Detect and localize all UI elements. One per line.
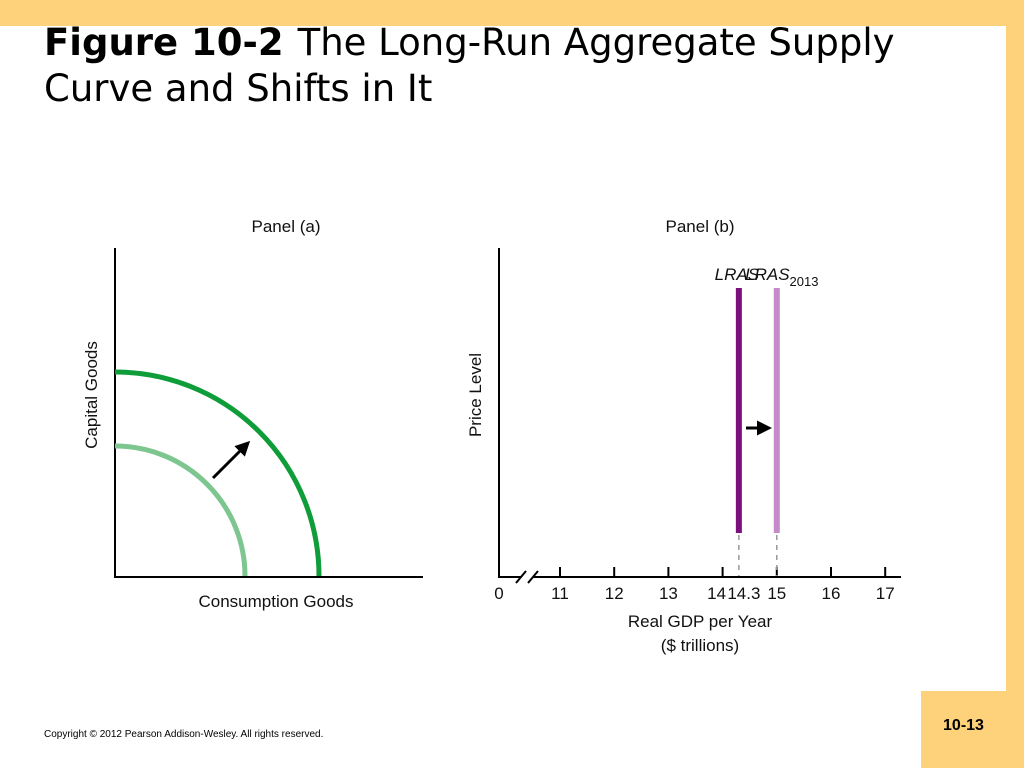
slide-title: Figure 10-2 The Long-Run Aggregate Supply… [44,20,994,112]
x-tick-label: 17 [876,584,895,603]
x-tick-label: 11 [551,584,569,603]
panel-b-y-label: Price Level [466,353,485,437]
x-tick-label: 12 [605,584,624,603]
panel-a-y-label: Capital Goods [82,341,101,449]
x-tick-label: 13 [659,584,678,603]
x-tick-label: 16 [822,584,841,603]
panel-b-x-label: Real GDP per Year [628,612,773,631]
axis-break-mark-right [527,570,539,584]
figure-label: Figure 10-2 [44,21,284,64]
panel-a-x-label: Consumption Goods [199,592,354,611]
panel-a-title: Panel (a) [252,217,321,236]
x-tick-label: 0 [494,584,503,603]
copyright-text: Copyright © 2012 Pearson Addison-Wesley.… [44,729,324,740]
panel-b-x-unit: ($ trillions) [661,636,739,655]
x-tick-label: 14 [707,584,726,603]
outward-shift-arrow [211,440,251,480]
axis-break-mark-left [515,570,527,584]
slide [0,26,1006,768]
panel-b-x-ticks: 0 11 12 13 14 14.3 15 16 17 [494,567,895,603]
title-text: The Long-Run Aggregate Supply Curve and … [44,21,895,110]
ppf-outer-curve [114,369,322,577]
lras-label-2: LRAS2013 [745,265,818,289]
panel-b-title: Panel (b) [666,217,735,236]
page-number: 10-13 [943,717,984,734]
x-tick-label: 15 [767,584,786,603]
ppf-inner-curve [114,443,248,577]
lras-label-1: LRAS [715,265,760,284]
page-number-box: 10-13 [921,691,1006,768]
x-tick-label: 14.3 [727,584,760,603]
